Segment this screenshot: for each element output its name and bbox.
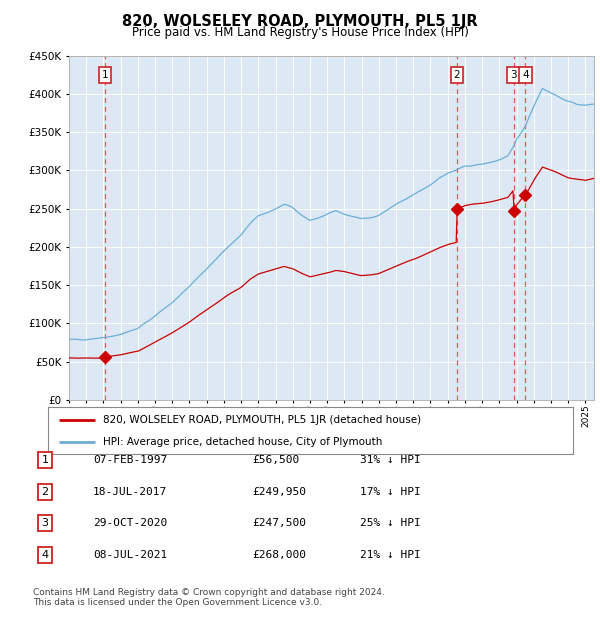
- Text: £56,500: £56,500: [252, 455, 299, 465]
- Text: 18-JUL-2017: 18-JUL-2017: [93, 487, 167, 497]
- Text: 29-OCT-2020: 29-OCT-2020: [93, 518, 167, 528]
- Text: 08-JUL-2021: 08-JUL-2021: [93, 550, 167, 560]
- Text: 4: 4: [41, 550, 49, 560]
- Text: 25% ↓ HPI: 25% ↓ HPI: [360, 518, 421, 528]
- Text: Price paid vs. HM Land Registry's House Price Index (HPI): Price paid vs. HM Land Registry's House …: [131, 26, 469, 39]
- Text: £247,500: £247,500: [252, 518, 306, 528]
- Text: 4: 4: [522, 70, 529, 80]
- Text: 1: 1: [102, 70, 109, 80]
- Text: 820, WOLSELEY ROAD, PLYMOUTH, PL5 1JR: 820, WOLSELEY ROAD, PLYMOUTH, PL5 1JR: [122, 14, 478, 29]
- Text: HPI: Average price, detached house, City of Plymouth: HPI: Average price, detached house, City…: [103, 437, 383, 447]
- Text: 3: 3: [41, 518, 49, 528]
- Text: £268,000: £268,000: [252, 550, 306, 560]
- Text: 07-FEB-1997: 07-FEB-1997: [93, 455, 167, 465]
- Text: 17% ↓ HPI: 17% ↓ HPI: [360, 487, 421, 497]
- Text: 3: 3: [511, 70, 517, 80]
- Text: 820, WOLSELEY ROAD, PLYMOUTH, PL5 1JR (detached house): 820, WOLSELEY ROAD, PLYMOUTH, PL5 1JR (d…: [103, 415, 421, 425]
- Text: 21% ↓ HPI: 21% ↓ HPI: [360, 550, 421, 560]
- Text: 31% ↓ HPI: 31% ↓ HPI: [360, 455, 421, 465]
- Text: £249,950: £249,950: [252, 487, 306, 497]
- Text: 2: 2: [454, 70, 460, 80]
- Text: Contains HM Land Registry data © Crown copyright and database right 2024.
This d: Contains HM Land Registry data © Crown c…: [33, 588, 385, 607]
- Text: 1: 1: [41, 455, 49, 465]
- Text: 2: 2: [41, 487, 49, 497]
